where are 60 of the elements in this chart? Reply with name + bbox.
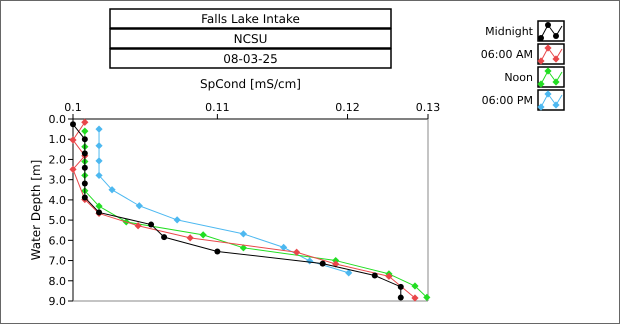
y-tick-label: 7.0 <box>48 254 66 268</box>
chart-subtitle: NCSU <box>234 32 268 46</box>
y-tick-label: 6.0 <box>48 234 66 248</box>
chart-title: Falls Lake Intake <box>201 12 300 26</box>
point <box>214 248 220 254</box>
y-tick-label: 3.0 <box>48 174 66 187</box>
y-tick-label: 8.0 <box>48 274 66 288</box>
point <box>134 222 142 230</box>
point <box>174 216 181 224</box>
x-tick-label: 0.11 <box>205 101 230 114</box>
y-tick-label: 4.0 <box>48 194 66 207</box>
point <box>82 194 88 200</box>
x-axis-title: SpCond [mS/cm] <box>200 77 301 91</box>
y-tick-label: 0.0 <box>48 113 66 126</box>
point <box>385 272 393 280</box>
point <box>200 231 207 238</box>
point <box>372 272 378 279</box>
point <box>95 202 103 210</box>
legend-label: Noon <box>504 71 534 84</box>
point <box>95 126 103 133</box>
point <box>293 248 300 256</box>
point <box>69 136 77 144</box>
legend-label: Midnight <box>485 25 534 38</box>
y-axis-title: Water Depth [m] <box>29 160 43 260</box>
point <box>398 294 404 301</box>
point <box>70 121 76 128</box>
y-tick-label: 9.0 <box>48 295 66 308</box>
point <box>95 142 103 150</box>
point <box>95 172 103 180</box>
x-tick-label: 0.1 <box>64 101 82 114</box>
point <box>280 244 288 252</box>
point <box>161 234 168 240</box>
legend-label: 06:00 AM <box>480 48 533 61</box>
point <box>411 282 419 290</box>
point <box>81 118 88 126</box>
point <box>108 186 116 194</box>
text: 08-03-25 <box>223 52 278 66</box>
point <box>240 230 247 238</box>
point <box>81 128 88 135</box>
point <box>82 136 88 142</box>
point <box>136 202 143 210</box>
y-tick-label: 5.0 <box>48 214 66 228</box>
point <box>69 166 77 173</box>
x-tick-label: 0.13 <box>416 101 440 114</box>
point <box>82 180 88 187</box>
point <box>240 244 247 252</box>
y-tick-label: 2.0 <box>48 153 66 166</box>
point <box>82 164 88 171</box>
legend-label: 06:00 PM <box>482 94 533 107</box>
point <box>320 260 326 267</box>
point <box>345 269 352 276</box>
x-tick-label: 0.12 <box>335 101 360 114</box>
point <box>148 222 154 228</box>
point <box>398 284 404 290</box>
point <box>186 234 194 242</box>
point <box>411 294 419 302</box>
y-tick-label: 1.0 <box>48 133 66 146</box>
point <box>423 294 430 301</box>
point <box>95 157 103 164</box>
point <box>82 150 88 156</box>
